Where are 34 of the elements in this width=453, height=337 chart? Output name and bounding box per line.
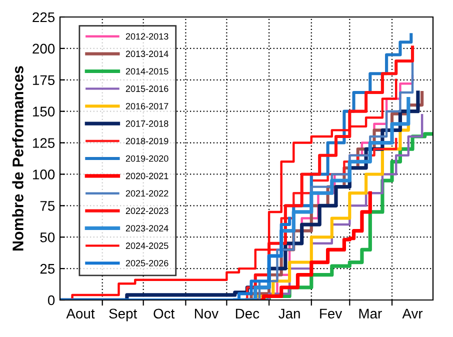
x-tick-label: Jan <box>278 308 300 319</box>
x-tick-label: Fev <box>320 308 342 319</box>
legend-label: 2021-2022 <box>126 190 168 197</box>
legend-label: 2015-2016 <box>126 86 168 92</box>
y-axis-title: Nombre de Performances <box>12 66 24 250</box>
legend-label: 2025-2026 <box>126 260 168 266</box>
legend-label: 2019-2020 <box>126 155 168 162</box>
y-tick-label: 150 <box>33 106 55 117</box>
legend-label: 2014-2015 <box>126 68 168 74</box>
legend-label: 2017-2018 <box>126 120 168 127</box>
y-tick-label: 100 <box>33 170 55 180</box>
legend-label: 2013-2014 <box>126 50 168 58</box>
x-tick-label: Nov <box>194 308 218 319</box>
legend-label: 2022-2023 <box>126 208 168 214</box>
x-tick-label: Dec <box>236 308 260 319</box>
legend-label: 2012-2013 <box>126 33 168 40</box>
legend-label: 2024-2025 <box>126 242 168 249</box>
legend-label: 2018-2019 <box>126 138 168 144</box>
x-tick-label: Mar <box>359 308 382 319</box>
x-tick-label: Sept <box>109 308 138 322</box>
x-tick-label: Aout <box>66 308 95 319</box>
y-tick-label: 125 <box>33 138 55 148</box>
legend-label: 2020-2021 <box>126 172 168 180</box>
y-tick-label: 25 <box>40 264 55 274</box>
y-tick-label: 0 <box>48 295 55 306</box>
y-tick-label: 200 <box>32 44 55 54</box>
y-tick-label: 50 <box>40 232 55 242</box>
x-tick-label: Avr <box>402 308 423 318</box>
legend-label: 2023-2024 <box>126 225 168 232</box>
y-tick-label: 75 <box>40 201 55 211</box>
x-tick-label: Oct <box>154 308 175 319</box>
y-tick-label: 175 <box>33 75 55 86</box>
legend-label: 2016-2017 <box>126 102 168 110</box>
y-tick-label: 225 <box>32 12 55 22</box>
